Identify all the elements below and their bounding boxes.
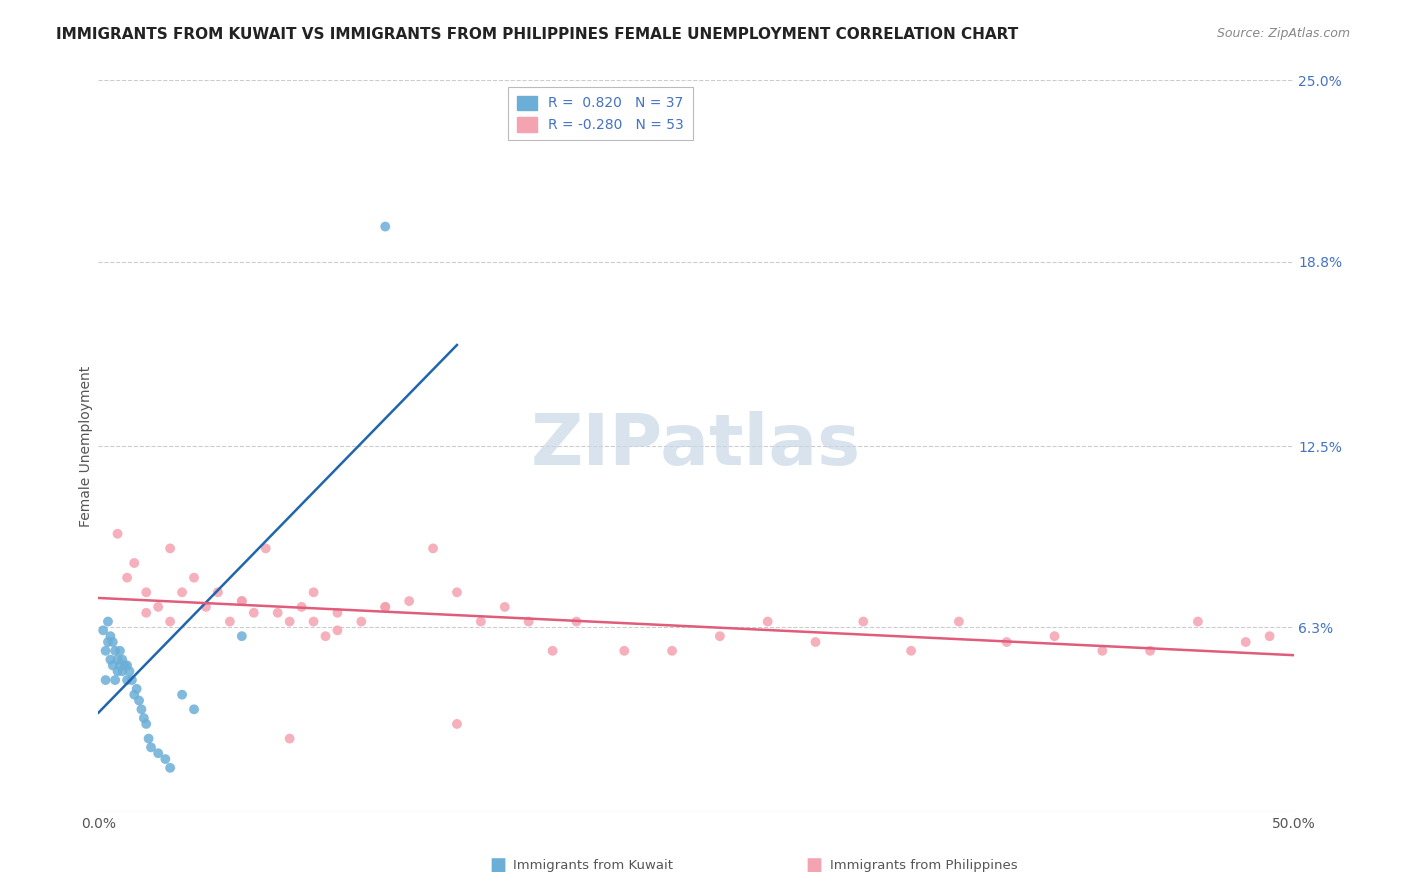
- Point: [267, 606, 290, 620]
- Point: [302, 585, 325, 599]
- Point: [1091, 644, 1114, 658]
- Point: [195, 599, 218, 614]
- Point: [219, 615, 242, 629]
- Point: [115, 673, 138, 687]
- Text: Immigrants from Kuwait: Immigrants from Kuwait: [513, 859, 673, 871]
- Point: [852, 615, 875, 629]
- Point: [661, 644, 683, 658]
- Point: [613, 644, 636, 658]
- Point: [291, 599, 314, 614]
- Y-axis label: Female Unemployment: Female Unemployment: [79, 366, 93, 526]
- Point: [91, 624, 114, 638]
- Point: [111, 652, 134, 666]
- Point: [104, 644, 127, 658]
- Text: ■: ■: [489, 856, 506, 874]
- Point: [278, 731, 301, 746]
- Point: [422, 541, 444, 556]
- Point: [756, 615, 779, 629]
- Point: [138, 731, 160, 746]
- Point: [114, 658, 136, 673]
- Point: [231, 594, 253, 608]
- Point: [107, 526, 129, 541]
- Point: [97, 615, 120, 629]
- Point: [97, 635, 120, 649]
- Point: [94, 673, 117, 687]
- Point: [1187, 615, 1209, 629]
- Point: [278, 615, 301, 629]
- Point: [94, 644, 117, 658]
- Point: [398, 594, 420, 608]
- Point: [302, 615, 325, 629]
- Point: [159, 761, 181, 775]
- Point: [541, 644, 564, 658]
- Point: [315, 629, 337, 643]
- Point: [231, 594, 253, 608]
- Point: [709, 629, 731, 643]
- Point: [494, 599, 516, 614]
- Point: [326, 606, 349, 620]
- Point: [115, 571, 138, 585]
- Point: [374, 599, 396, 614]
- Point: [172, 688, 194, 702]
- Point: [98, 652, 122, 666]
- Point: [107, 652, 129, 666]
- Point: [148, 599, 170, 614]
- Point: [470, 615, 492, 629]
- Point: [118, 665, 141, 679]
- Point: [132, 711, 155, 725]
- Point: [1234, 635, 1257, 649]
- Point: [183, 702, 205, 716]
- Point: [1258, 629, 1281, 643]
- Point: [374, 219, 396, 234]
- Point: [139, 740, 162, 755]
- Point: [995, 635, 1018, 649]
- Point: [111, 665, 134, 679]
- Point: [374, 599, 396, 614]
- Point: [107, 665, 129, 679]
- Point: [108, 644, 131, 658]
- Point: [254, 541, 277, 556]
- Text: IMMIGRANTS FROM KUWAIT VS IMMIGRANTS FROM PHILIPPINES FEMALE UNEMPLOYMENT CORREL: IMMIGRANTS FROM KUWAIT VS IMMIGRANTS FRO…: [56, 27, 1018, 42]
- Point: [517, 615, 540, 629]
- Point: [446, 717, 468, 731]
- Point: [108, 658, 131, 673]
- Point: [101, 635, 124, 649]
- Point: [128, 693, 150, 707]
- Point: [350, 615, 373, 629]
- Point: [900, 644, 922, 658]
- Point: [131, 702, 153, 716]
- Point: [124, 688, 146, 702]
- Point: [159, 541, 181, 556]
- Point: [565, 615, 588, 629]
- Text: ■: ■: [806, 856, 823, 874]
- Point: [135, 585, 157, 599]
- Text: ZIPatlas: ZIPatlas: [531, 411, 860, 481]
- Point: [243, 606, 266, 620]
- Point: [125, 681, 148, 696]
- Point: [231, 629, 253, 643]
- Text: Immigrants from Philippines: Immigrants from Philippines: [830, 859, 1017, 871]
- Point: [948, 615, 970, 629]
- Point: [804, 635, 827, 649]
- Point: [124, 556, 146, 570]
- Point: [207, 585, 229, 599]
- Point: [101, 658, 124, 673]
- Point: [148, 746, 170, 760]
- Point: [98, 629, 122, 643]
- Point: [326, 624, 349, 638]
- Text: Source: ZipAtlas.com: Source: ZipAtlas.com: [1216, 27, 1350, 40]
- Point: [183, 571, 205, 585]
- Point: [121, 673, 143, 687]
- Legend: R =  0.820   N = 37, R = -0.280   N = 53: R = 0.820 N = 37, R = -0.280 N = 53: [508, 87, 693, 140]
- Point: [172, 585, 194, 599]
- Point: [1139, 644, 1161, 658]
- Point: [159, 615, 181, 629]
- Point: [115, 658, 138, 673]
- Point: [155, 752, 177, 766]
- Point: [135, 717, 157, 731]
- Point: [446, 585, 468, 599]
- Point: [104, 673, 127, 687]
- Point: [1043, 629, 1066, 643]
- Point: [135, 606, 157, 620]
